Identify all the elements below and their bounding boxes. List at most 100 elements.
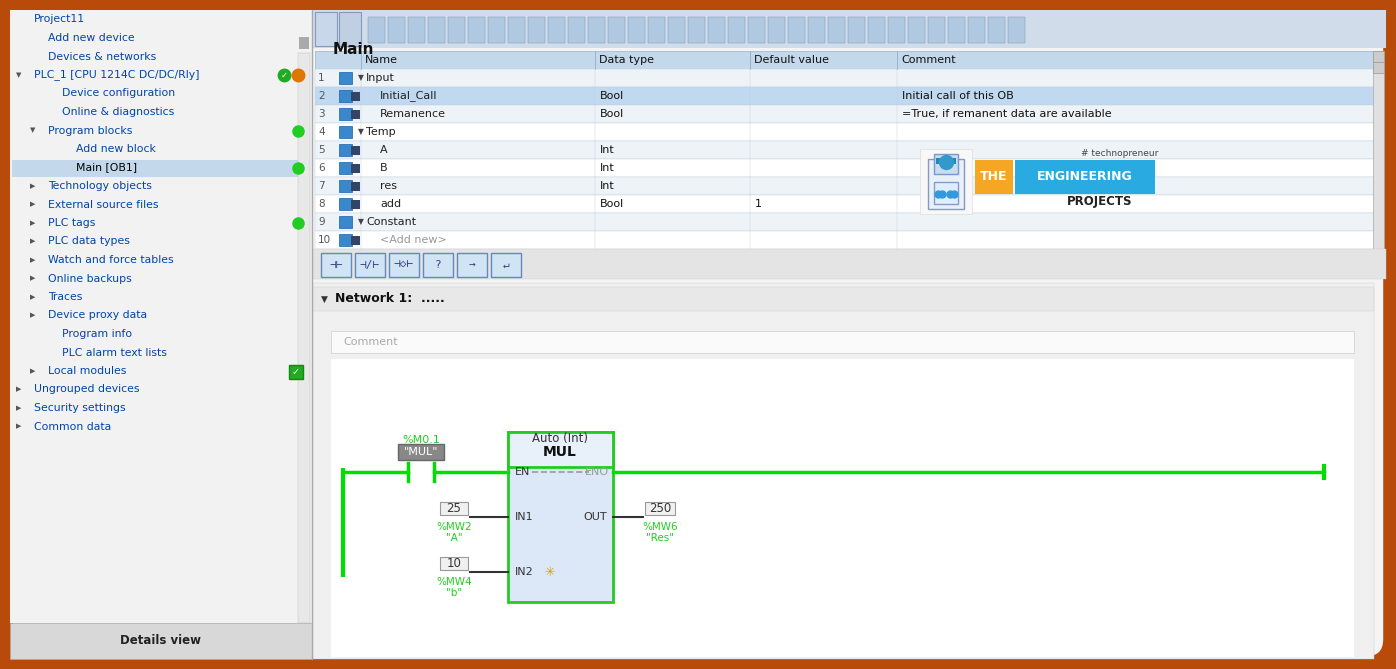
Bar — [331, 359, 1354, 657]
Text: Local modules: Local modules — [47, 366, 127, 376]
Bar — [508, 432, 613, 467]
Bar — [468, 17, 484, 43]
Text: 6: 6 — [318, 163, 325, 173]
Bar — [350, 236, 360, 245]
Text: 5: 5 — [318, 145, 325, 155]
Bar — [315, 123, 1374, 141]
Text: 3: 3 — [318, 109, 325, 119]
Bar — [350, 92, 360, 101]
Bar — [339, 162, 352, 174]
Bar — [313, 249, 1386, 279]
Text: ▶: ▶ — [29, 239, 35, 244]
Text: ▼: ▼ — [357, 217, 364, 227]
Text: Temp: Temp — [366, 127, 395, 137]
Bar — [948, 17, 965, 43]
Text: ▶: ▶ — [15, 387, 21, 393]
Bar — [920, 149, 972, 214]
Bar — [315, 141, 1374, 159]
Bar — [423, 253, 452, 277]
Text: Constant: Constant — [366, 217, 416, 227]
Bar — [289, 365, 303, 379]
FancyBboxPatch shape — [10, 10, 1386, 659]
Bar — [398, 444, 444, 460]
Text: Network 1:  .....: Network 1: ..... — [335, 292, 445, 306]
Bar — [1374, 51, 1383, 62]
Bar — [549, 17, 565, 43]
Text: ▶: ▶ — [29, 368, 35, 374]
Text: ✳: ✳ — [544, 566, 554, 579]
Bar — [315, 12, 336, 46]
Text: ▶: ▶ — [29, 276, 35, 282]
Bar — [907, 17, 926, 43]
Text: Common data: Common data — [34, 421, 112, 432]
Text: Data type: Data type — [599, 55, 653, 65]
Text: Main: Main — [334, 43, 374, 58]
Text: External source files: External source files — [47, 199, 159, 209]
Text: Comment: Comment — [900, 55, 956, 65]
Bar — [868, 17, 885, 43]
Text: "b": "b" — [445, 588, 462, 598]
Bar — [313, 10, 1386, 48]
Text: 2: 2 — [318, 91, 325, 101]
Bar — [934, 154, 958, 174]
Bar — [321, 253, 350, 277]
Text: 250: 250 — [649, 502, 671, 514]
Bar — [339, 90, 352, 102]
Text: Watch and force tables: Watch and force tables — [47, 255, 173, 265]
Text: Security settings: Security settings — [34, 403, 126, 413]
Bar — [350, 110, 360, 119]
Text: Online & diagnostics: Online & diagnostics — [61, 107, 174, 117]
Bar — [429, 17, 445, 43]
Bar — [339, 234, 352, 246]
Bar — [339, 144, 352, 156]
Bar — [847, 17, 866, 43]
Text: Initial_Call: Initial_Call — [380, 90, 437, 102]
Text: 10: 10 — [447, 557, 462, 570]
Text: ▼: ▼ — [357, 128, 364, 136]
Bar — [508, 432, 613, 602]
Bar — [339, 72, 352, 84]
Text: %MW6: %MW6 — [642, 522, 678, 533]
Text: Add new device: Add new device — [47, 33, 134, 43]
Bar — [313, 283, 1374, 659]
Bar — [988, 17, 1005, 43]
Bar — [315, 213, 1374, 231]
Text: ▶: ▶ — [29, 294, 35, 300]
Bar — [528, 17, 544, 43]
Bar — [388, 17, 405, 43]
Text: Bool: Bool — [600, 199, 624, 209]
Bar — [828, 17, 845, 43]
Text: Technology objects: Technology objects — [47, 181, 152, 191]
Text: add: add — [380, 199, 401, 209]
Bar — [315, 105, 1374, 123]
Text: PLC data types: PLC data types — [47, 237, 130, 246]
Text: res: res — [380, 181, 396, 191]
Text: Traces: Traces — [47, 292, 82, 302]
Bar — [350, 164, 360, 173]
Text: 4: 4 — [318, 127, 325, 137]
Text: 10: 10 — [318, 235, 331, 245]
Text: %M0.1: %M0.1 — [402, 436, 440, 446]
Text: %MW2: %MW2 — [436, 522, 472, 533]
Bar — [350, 146, 360, 155]
Text: 9: 9 — [318, 217, 325, 227]
Text: Bool: Bool — [600, 109, 624, 119]
Bar — [313, 287, 1374, 311]
Bar — [568, 17, 585, 43]
Text: # technopreneur: # technopreneur — [1082, 149, 1159, 159]
Bar — [339, 126, 352, 138]
Text: Device configuration: Device configuration — [61, 88, 174, 98]
Bar — [609, 17, 625, 43]
Text: Ungrouped devices: Ungrouped devices — [34, 385, 140, 395]
Text: ✓: ✓ — [292, 367, 300, 377]
Text: PLC tags: PLC tags — [47, 218, 95, 228]
Text: "MUL": "MUL" — [403, 448, 438, 457]
Text: ENGINEERING: ENGINEERING — [1037, 171, 1134, 183]
Text: ▶: ▶ — [29, 312, 35, 318]
Text: ▼: ▼ — [321, 294, 328, 304]
Bar — [13, 160, 310, 177]
Text: Input: Input — [366, 73, 395, 83]
Bar — [508, 17, 525, 43]
Bar — [1008, 17, 1025, 43]
Bar — [339, 12, 362, 46]
